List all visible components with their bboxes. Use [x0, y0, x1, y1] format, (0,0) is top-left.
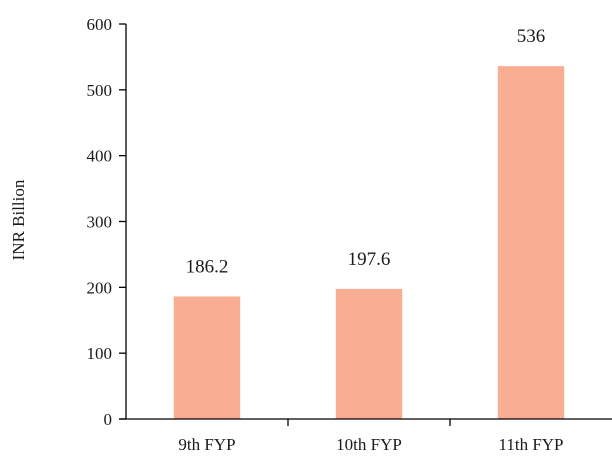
x-category-label: 9th FYP	[178, 435, 235, 454]
data-label: 186.2	[186, 256, 229, 277]
x-axis-ticks: 9th FYP 10th FYP 11th FYP	[178, 419, 564, 454]
x-category-label: 11th FYP	[498, 435, 563, 454]
y-tick-label: 400	[87, 147, 113, 166]
data-label: 536	[517, 26, 546, 47]
bar-11th-fyp	[497, 66, 565, 419]
bar-9th-fyp	[173, 296, 241, 419]
y-tick-label: 500	[87, 81, 113, 100]
y-tick-label: 100	[87, 344, 113, 363]
bar-series: 186.2 197.6 536	[173, 26, 565, 419]
y-tick-label: 300	[87, 213, 113, 232]
data-label: 197.6	[348, 249, 391, 270]
bar-10th-fyp	[335, 288, 403, 419]
y-tick-label: 200	[87, 278, 113, 297]
y-axis-title: INR Billion	[9, 179, 28, 260]
x-category-label: 10th FYP	[336, 435, 402, 454]
y-tick-label: 0	[104, 410, 113, 429]
y-tick-label: 600	[87, 15, 113, 34]
y-axis-ticks: 0 100 200 300 400 500 600	[87, 15, 126, 429]
